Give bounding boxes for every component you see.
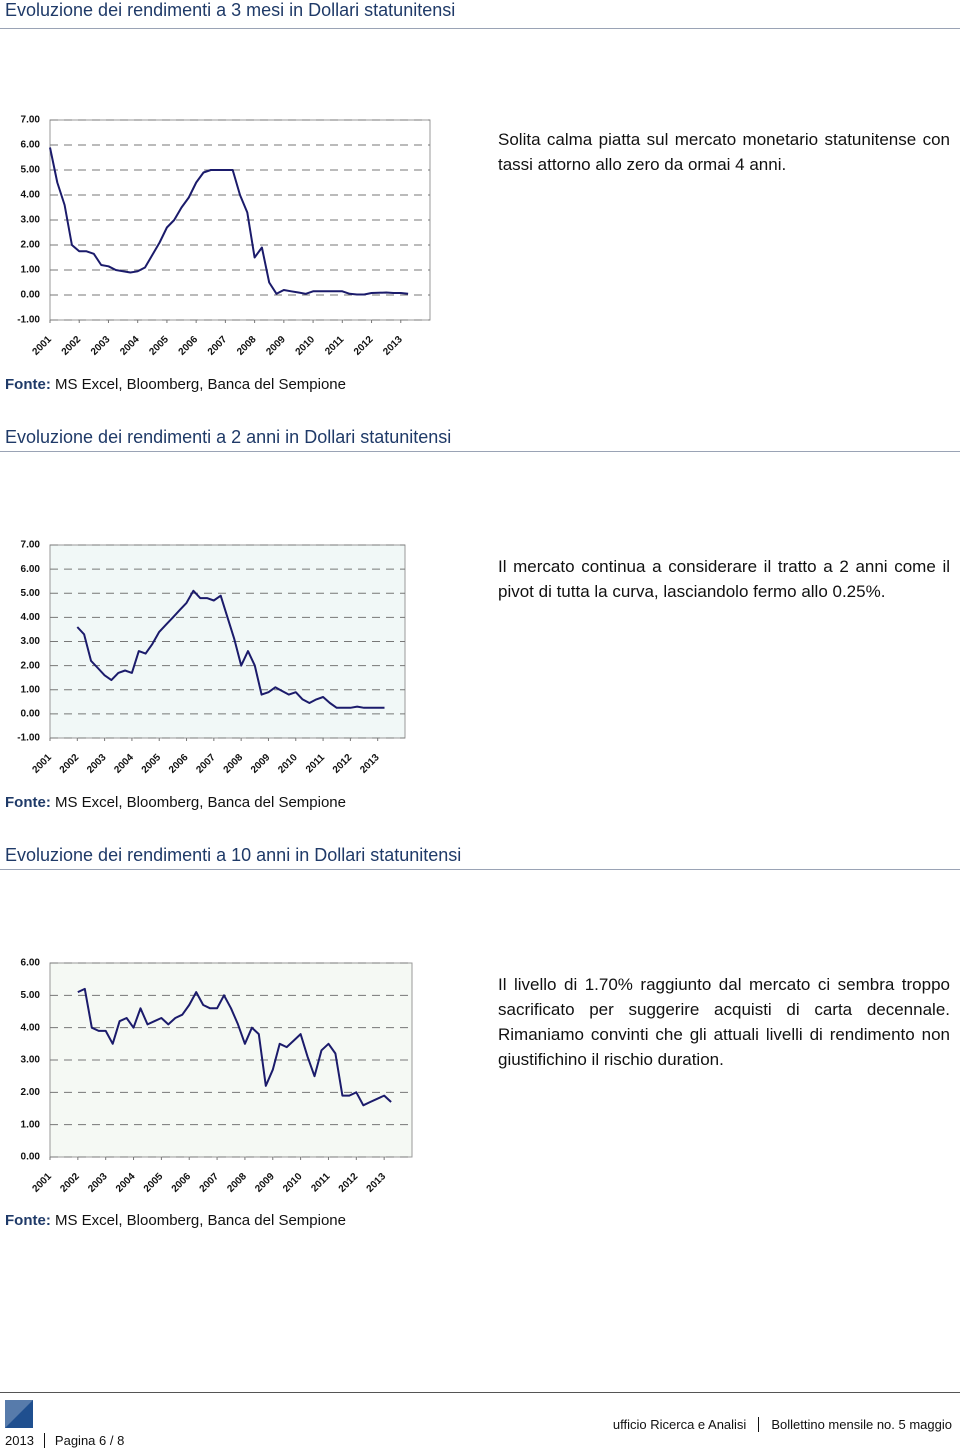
y-tick-label: 0.00 — [21, 709, 41, 720]
y-tick-label: -1.00 — [17, 315, 40, 326]
y-tick-label: 5.00 — [21, 990, 41, 1001]
x-tick-label: 2005 — [147, 334, 171, 358]
section-title: Evoluzione dei rendimenti a 3 mesi in Do… — [5, 0, 456, 20]
x-tick-label: 2003 — [86, 1171, 110, 1195]
x-tick-label: 2011 — [323, 334, 346, 357]
x-tick-label: 2006 — [167, 752, 191, 776]
plot-area — [49, 962, 413, 1158]
data-line — [77, 987, 392, 1107]
y-tick-label: 2.00 — [21, 1087, 41, 1098]
y-tick-label: 2.00 — [21, 660, 41, 671]
x-tick-label: 2013 — [365, 1171, 389, 1195]
x-tick-label: 2008 — [222, 752, 246, 776]
footer-rule — [0, 1392, 960, 1393]
x-tick-label: 2011 — [309, 1171, 332, 1194]
x-tick-label: 2001 — [30, 1171, 54, 1195]
y-tick-label: 3.00 — [21, 1055, 41, 1066]
y-tick-label: 2.00 — [21, 240, 41, 251]
y-tick-label: 4.00 — [21, 1022, 41, 1033]
y-tick-label: 6.00 — [21, 958, 41, 969]
y-tick-label: 4.00 — [21, 612, 41, 623]
logo — [5, 1400, 33, 1428]
y-tick-label: 5.00 — [21, 165, 41, 176]
x-tick-label: 2007 — [194, 752, 218, 776]
y-tick-label: 0.00 — [21, 290, 41, 301]
x-tick-label: 2010 — [281, 1171, 305, 1195]
source: Fonte: MS Excel, Bloomberg, Banca del Se… — [5, 794, 346, 811]
source-label: Fonte: — [5, 794, 51, 811]
paragraph: Il mercato continua a considerare il tra… — [498, 557, 950, 601]
y-tick-label: 0.00 — [21, 1152, 41, 1163]
source: Fonte: MS Excel, Bloomberg, Banca del Se… — [5, 1212, 346, 1229]
paragraph: Solita calma piatta sul mercato monetari… — [498, 130, 950, 174]
x-tick-label: 2010 — [294, 334, 318, 358]
y-tick-label: -1.00 — [17, 733, 40, 744]
x-tick-label: 2001 — [30, 752, 54, 776]
x-tick-label: 2007 — [198, 1171, 222, 1195]
y-tick-label: 6.00 — [21, 564, 41, 575]
y-tick-label: 7.00 — [21, 115, 41, 126]
y-tick-label: 1.00 — [21, 1119, 41, 1130]
x-tick-label: 2004 — [112, 752, 136, 776]
x-tick-label: 2005 — [140, 752, 164, 776]
data-line — [76, 589, 385, 709]
x-tick-label: 2004 — [118, 334, 142, 358]
rule — [0, 28, 960, 29]
x-tick-label: 2004 — [114, 1171, 138, 1195]
x-tick-label: 2013 — [358, 752, 382, 776]
footer-page: Pagina 6 / 8 — [54, 1433, 125, 1448]
x-tick-label: 2002 — [58, 752, 82, 776]
source-label: Fonte: — [5, 1212, 51, 1229]
y-tick-label: 1.00 — [21, 265, 41, 276]
x-tick-label: 2008 — [225, 1171, 249, 1195]
x-tick-label: 2001 — [30, 334, 54, 358]
y-tick-label: 5.00 — [21, 588, 41, 599]
footer-right: ufficio Ricerca e Analisi Bollettino mens… — [613, 1417, 952, 1432]
x-tick-label: 2002 — [60, 334, 84, 358]
x-tick-label: 2012 — [331, 752, 355, 776]
section-title: Evoluzione dei rendimenti a 2 anni in Do… — [5, 427, 452, 447]
source-text: MS Excel, Bloomberg, Banca del Sempione — [55, 376, 346, 393]
x-tick-label: 2008 — [235, 334, 259, 358]
rule — [0, 869, 960, 870]
footer-left: 2013 Pagina 6 / 8 — [5, 1433, 124, 1448]
x-tick-label: 2009 — [264, 334, 288, 358]
x-tick-label: 2003 — [85, 752, 109, 776]
footer-office: ufficio Ricerca e Analisi — [612, 1417, 747, 1432]
x-tick-label: 2006 — [170, 1171, 194, 1195]
footer-bulletin: Bollettino mensile no. 5 maggio — [771, 1417, 952, 1432]
x-tick-label: 2012 — [352, 334, 376, 358]
y-tick-label: 3.00 — [21, 636, 41, 647]
source: Fonte: MS Excel, Bloomberg, Banca del Se… — [5, 376, 346, 393]
y-tick-label: 4.00 — [21, 190, 41, 201]
x-tick-label: 2009 — [249, 752, 273, 776]
x-tick-label: 2006 — [177, 334, 201, 358]
rule — [0, 451, 960, 452]
x-tick-label: 2002 — [58, 1171, 82, 1195]
x-tick-label: 2011 — [304, 752, 327, 775]
section-title: Evoluzione dei rendimenti a 10 anni in D… — [5, 845, 462, 865]
y-tick-label: 3.00 — [21, 215, 41, 226]
x-tick-label: 2010 — [276, 752, 300, 776]
source-text: MS Excel, Bloomberg, Banca del Sempione — [55, 794, 346, 811]
paragraph: Il livello di 1.70% raggiunto dal mercat… — [498, 975, 950, 1069]
x-tick-label: 2007 — [206, 334, 230, 358]
source-label: Fonte: — [5, 376, 51, 393]
x-tick-label: 2009 — [253, 1171, 277, 1195]
data-line — [49, 147, 409, 296]
x-tick-label: 2005 — [142, 1171, 166, 1195]
source-text: MS Excel, Bloomberg, Banca del Sempione — [55, 1212, 346, 1229]
footer-year: 2013 — [5, 1433, 34, 1448]
x-tick-label: 2012 — [337, 1171, 361, 1195]
x-tick-label: 2013 — [381, 334, 405, 358]
y-tick-label: 1.00 — [21, 684, 41, 695]
y-tick-label: 6.00 — [21, 140, 41, 151]
y-tick-label: 7.00 — [21, 540, 41, 551]
x-tick-label: 2003 — [89, 334, 113, 358]
